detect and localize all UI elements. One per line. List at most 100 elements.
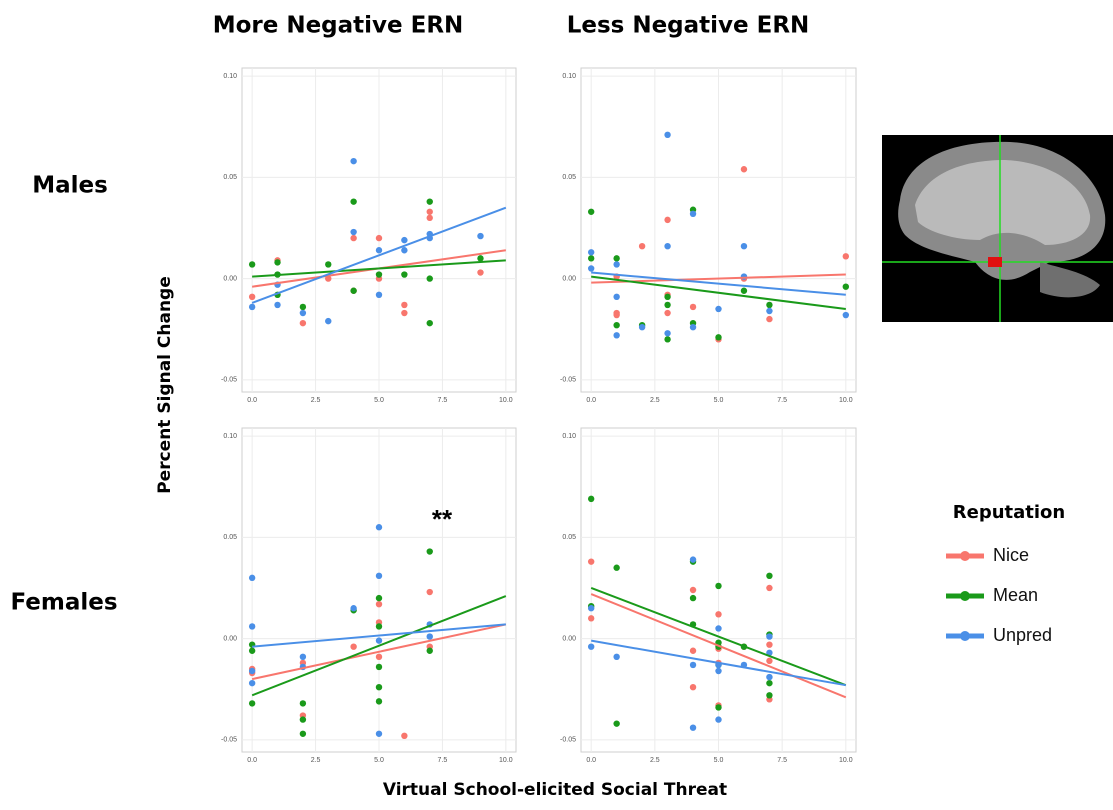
point <box>427 548 433 554</box>
x-tick-label: 2.5 <box>311 397 321 404</box>
point <box>715 306 721 312</box>
point <box>613 255 619 261</box>
point <box>741 243 747 249</box>
point <box>613 332 619 338</box>
point <box>766 680 772 686</box>
y-tick-label: 0.10 <box>562 433 576 440</box>
x-tick-label: 10.0 <box>499 397 513 404</box>
x-tick-label: 7.5 <box>777 397 787 404</box>
point <box>249 700 255 706</box>
point <box>715 334 721 340</box>
x-tick-label: 5.0 <box>714 757 724 764</box>
point <box>588 496 594 502</box>
point <box>613 294 619 300</box>
point <box>427 209 433 215</box>
column-title: More Negative ERN <box>213 13 464 39</box>
y-tick-label: 0.05 <box>562 174 576 181</box>
x-tick-label: 10.0 <box>499 757 513 764</box>
point <box>766 302 772 308</box>
point <box>350 644 356 650</box>
y-tick-label: 0.00 <box>223 635 237 642</box>
point <box>300 654 306 660</box>
point <box>766 658 772 664</box>
point <box>249 648 255 654</box>
point <box>427 198 433 204</box>
point <box>639 324 645 330</box>
point <box>300 731 306 737</box>
y-tick-label: 0.10 <box>223 73 237 80</box>
point <box>766 316 772 322</box>
point <box>376 731 382 737</box>
point <box>715 611 721 617</box>
point <box>401 271 407 277</box>
point <box>249 680 255 686</box>
point <box>664 310 670 316</box>
point <box>715 716 721 722</box>
point <box>766 692 772 698</box>
point <box>274 302 280 308</box>
x-tick-label: 7.5 <box>438 397 448 404</box>
point <box>376 573 382 579</box>
point <box>401 247 407 253</box>
point <box>690 556 696 562</box>
point <box>613 261 619 267</box>
point <box>350 235 356 241</box>
point <box>766 633 772 639</box>
point <box>588 209 594 215</box>
point <box>766 641 772 647</box>
point <box>766 674 772 680</box>
point <box>613 720 619 726</box>
legend-label: Nice <box>993 545 1029 565</box>
point <box>588 644 594 650</box>
x-tick-label: 0.0 <box>586 757 596 764</box>
point <box>766 308 772 314</box>
point <box>588 249 594 255</box>
y-tick-label: 0.05 <box>223 534 237 541</box>
legend-swatch <box>960 631 970 641</box>
point <box>249 623 255 629</box>
point <box>249 575 255 581</box>
point <box>715 625 721 631</box>
y-tick-label: 0.00 <box>562 275 576 282</box>
x-tick-label: 10.0 <box>839 757 853 764</box>
point <box>664 132 670 138</box>
point <box>300 310 306 316</box>
y-tick-label: 0.10 <box>223 433 237 440</box>
point <box>376 698 382 704</box>
point <box>350 158 356 164</box>
point <box>664 243 670 249</box>
y-tick-label: -0.05 <box>221 737 237 744</box>
point <box>690 324 696 330</box>
point <box>350 198 356 204</box>
point <box>613 322 619 328</box>
point <box>843 284 849 290</box>
point <box>325 318 331 324</box>
x-tick-label: 5.0 <box>374 757 384 764</box>
column-title: Less Negative ERN <box>567 13 810 39</box>
x-tick-label: 0.0 <box>247 397 257 404</box>
row-label: Males <box>32 173 108 199</box>
point <box>690 684 696 690</box>
point <box>350 605 356 611</box>
point <box>427 275 433 281</box>
y-tick-label: 0.00 <box>223 275 237 282</box>
point <box>401 302 407 308</box>
point <box>741 288 747 294</box>
y-tick-label: -0.05 <box>221 377 237 384</box>
x-tick-label: 2.5 <box>650 397 660 404</box>
point <box>376 292 382 298</box>
y-tick-label: 0.00 <box>562 635 576 642</box>
point <box>300 716 306 722</box>
point <box>376 684 382 690</box>
point <box>249 261 255 267</box>
point <box>766 573 772 579</box>
figure: More Negative ERN Less Negative ERN Male… <box>0 0 1113 805</box>
point <box>664 294 670 300</box>
point <box>690 648 696 654</box>
point <box>249 668 255 674</box>
point <box>376 524 382 530</box>
row-label: Females <box>10 590 117 616</box>
point <box>300 320 306 326</box>
